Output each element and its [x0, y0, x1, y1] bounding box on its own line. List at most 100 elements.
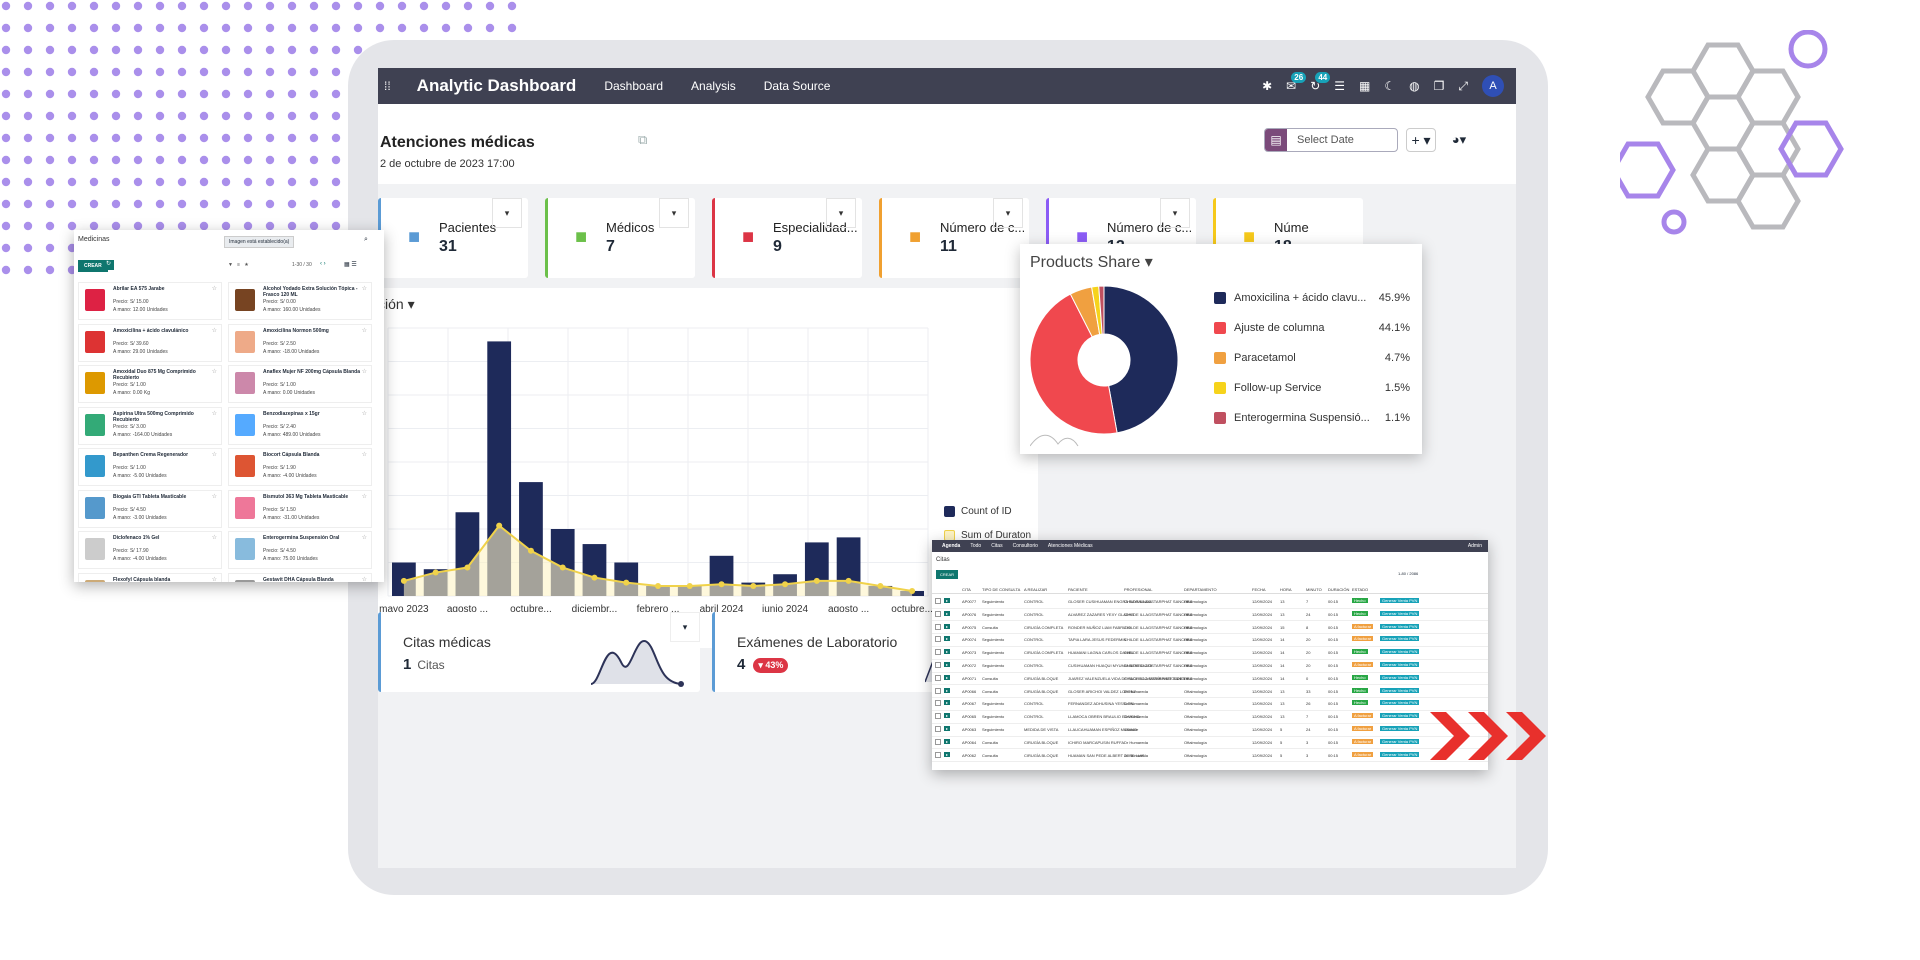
row-checkbox[interactable] — [935, 700, 941, 707]
legend-item[interactable]: Amoxicilina + ácido clavu... 45.9% — [1214, 292, 1410, 304]
duration-point-6[interactable] — [591, 574, 598, 581]
favorite-star-icon[interactable]: ☆ — [361, 452, 367, 458]
table-row[interactable]: ▸ AP0064 Consulta CIRUGÍA BLOQUE ICHIRO MARC… — [932, 737, 1488, 750]
favorite-star-icon[interactable]: ☆ — [361, 286, 367, 292]
chat-icon[interactable]: ✉ 26 — [1286, 72, 1307, 93]
table-row[interactable]: ▸ AP0076 Seguimiento CONTROL ALVAREZ ZAZARES… — [932, 609, 1488, 622]
favorite-star-icon[interactable]: ☆ — [361, 493, 367, 500]
favorite-star-icon[interactable]: ☆ — [361, 410, 367, 417]
row-checkbox[interactable] — [935, 687, 941, 694]
globe-icon[interactable]: ◍ — [1409, 79, 1420, 93]
table-row[interactable]: ▸ AP0073 Seguimiento CIRUGÍA COMPLETA HUAMAN… — [932, 647, 1488, 660]
moon-icon[interactable]: ☾ — [1384, 79, 1396, 93]
favorite-star-icon[interactable]: ☆ — [211, 369, 217, 375]
column-header[interactable]: ESTADO — [1352, 587, 1369, 592]
agenda-menu-todo[interactable]: Todo — [970, 543, 982, 549]
row-checkbox[interactable] — [935, 623, 941, 630]
generate-sale-button[interactable]: Generar Venta PVN — [1380, 598, 1420, 603]
list-icon[interactable]: ☰ — [1334, 79, 1346, 93]
generate-sale-button[interactable]: Generar Venta PVN — [1380, 738, 1420, 744]
duration-point-4[interactable] — [527, 547, 534, 554]
product-card[interactable]: Biocort Cápsula Blanda Precio: S/ 1.90 A m… — [228, 448, 372, 486]
row-checkbox[interactable] — [935, 713, 941, 720]
row-checkbox[interactable] — [935, 751, 941, 758]
product-card[interactable]: Bismutol 363 Mg Tableta Masticable Precio… — [228, 489, 372, 528]
column-header[interactable]: TIPO DE CONSULTA — [982, 587, 1021, 592]
agenda-create-button[interactable]: CREAR — [936, 570, 959, 579]
column-header[interactable]: PROFESIONAL — [1124, 587, 1153, 592]
external-link-icon[interactable]: ⧉ — [638, 132, 648, 147]
duration-point-8[interactable] — [655, 582, 661, 589]
generate-sale-button[interactable]: Generar Venta PVN — [1380, 610, 1420, 616]
row-checkbox[interactable] — [935, 674, 941, 681]
column-header[interactable]: DEPARTAMENTO — [1184, 587, 1217, 592]
calculator-icon[interactable]: ▦ — [1359, 79, 1371, 93]
slice-0[interactable] — [1103, 285, 1179, 434]
bug-icon[interactable]: ✱ — [1262, 79, 1273, 93]
duration-point-5[interactable] — [559, 564, 566, 571]
column-header[interactable]: HORA — [1280, 587, 1292, 592]
table-row[interactable]: ▸ AP0075 Consulta CIRUGÍA COMPLETA RONDER MU… — [932, 622, 1488, 635]
table-row[interactable]: ▸ AP0074 Seguimiento CONTROL TAPIA LARA JESU… — [932, 634, 1488, 648]
column-header[interactable]: MINUTO — [1306, 587, 1322, 592]
row-checkbox[interactable] — [935, 662, 941, 668]
product-card[interactable]: Amoxicilina Normon 500mg Precio: S/ 2.50 A… — [228, 323, 372, 362]
bookmark-icon[interactable]: ❐ — [1433, 79, 1445, 93]
agenda-user[interactable]: Admin — [1467, 543, 1482, 549]
kpi-dropdown[interactable]: ▾ — [492, 198, 522, 228]
table-row[interactable]: ▸ AP0071 Consulta CIRUGÍA BLOQUE JUAREZ VALE… — [932, 673, 1488, 686]
refresh-icon[interactable]: ↻ — [103, 260, 114, 270]
agenda-menu-citas[interactable]: Citas — [991, 543, 1003, 549]
table-row[interactable]: ▸ AP0063 Seguimiento MEDIDA DE VISTA LLAUCAH… — [932, 724, 1488, 737]
generate-sale-button[interactable]: Generar Venta PVN — [1380, 662, 1420, 667]
chart-title[interactable]: ción ▾ — [378, 296, 415, 312]
generate-sale-button[interactable]: Generar Venta PVN — [1380, 674, 1420, 680]
products-share-title[interactable]: Products Share ▾ — [1030, 254, 1153, 271]
legend-item[interactable]: Paracetamol 4.7% — [1214, 352, 1410, 364]
create-button[interactable]: CREAR — [78, 260, 108, 272]
generate-sale-button[interactable]: Generar Venta PVN — [1380, 636, 1420, 642]
duration-point-7[interactable] — [623, 579, 630, 586]
duration-point-2[interactable] — [464, 564, 471, 571]
generate-sale-button[interactable]: Generar Venta PVN — [1380, 623, 1420, 629]
agenda-menu-atenciones[interactable]: Atenciones Médicas — [1047, 543, 1093, 549]
duration-point-15[interactable] — [877, 582, 884, 589]
product-card[interactable]: Alcohol Yodado Extra Solución Tópica - F… — [228, 282, 372, 320]
product-card[interactable]: Anaflex Mujer NF 200mg Cápsula Blanda Pre… — [228, 365, 372, 403]
favorite-star-icon[interactable]: ☆ — [211, 327, 217, 334]
product-card[interactable]: Gestavit DHA Cápsula Blanda ☆ — [228, 572, 372, 583]
generate-sale-button[interactable]: Generar Venta PVN — [1380, 700, 1420, 706]
duration-point-0[interactable] — [400, 577, 407, 584]
favorite-star-icon[interactable]: ☆ — [361, 369, 367, 375]
legend-item[interactable]: Enterogermina Suspensió... 1.1% — [1214, 412, 1410, 424]
slice-4[interactable] — [1098, 285, 1105, 335]
palette-icon[interactable]: ◕▾ — [1451, 132, 1467, 147]
product-card[interactable]: Amoxidal Duo 875 Mg Comprimido Recubiert… — [78, 365, 222, 403]
favorite-star-icon[interactable]: ☆ — [211, 535, 217, 541]
kanban-view-icon[interactable]: ▦ ☰ — [344, 262, 357, 268]
filter-icons[interactable]: ▼ ≡ ★ — [228, 262, 249, 268]
kpi-dropdown[interactable]: ▾ — [659, 198, 689, 228]
favorite-star-icon[interactable]: ☆ — [361, 576, 367, 583]
favorite-star-icon[interactable]: ☆ — [211, 286, 217, 292]
favorite-star-icon[interactable]: ☆ — [211, 410, 217, 417]
favorite-star-icon[interactable]: ☆ — [211, 452, 217, 458]
citas-dropdown[interactable]: ▾ — [670, 612, 700, 642]
duration-point-1[interactable] — [432, 569, 439, 576]
column-header[interactable]: DURACIÓN — [1328, 587, 1350, 592]
product-card[interactable]: Flexofyl Cápsula blanda ☆ — [78, 572, 222, 582]
product-card[interactable]: Enterogermina Suspensión Oral Precio: S/ … — [228, 531, 372, 569]
kpi-card-especialidad[interactable]: ■ Especialidad... 9 ▾ — [712, 198, 862, 278]
activity-icon[interactable]: ↻ 44 — [1310, 72, 1331, 93]
column-header[interactable]: A REALIZAR — [1024, 587, 1048, 592]
table-row[interactable]: ▸ AP0067 Seguimiento CONTROL FERNANDEZ ADHUS… — [932, 698, 1488, 712]
citas-card[interactable]: Citas médicas 1 Citas ▾ — [378, 612, 700, 692]
legend-item[interactable]: Ajuste de columna 44.1% — [1214, 322, 1410, 334]
table-row[interactable]: ▸ AP0077 Seguimiento CONTROL GLOSER CUSIHUAM… — [932, 596, 1488, 609]
table-row[interactable]: ▸ AP0065 Seguimiento CONTROL LLAMOCA OBREN B… — [932, 711, 1488, 724]
favorite-star-icon[interactable]: ☆ — [361, 327, 367, 334]
product-card[interactable]: Abrilar EA 575 Jarabe Precio: S/ 15.00 A m… — [78, 282, 222, 320]
table-row[interactable]: ▸ AP0072 Seguimiento CONTROL CUSIHUAMAN HUAQ… — [932, 660, 1488, 673]
duration-point-13[interactable] — [813, 577, 820, 584]
filter-chip[interactable]: Imagen está establecido(a) — [224, 236, 295, 248]
